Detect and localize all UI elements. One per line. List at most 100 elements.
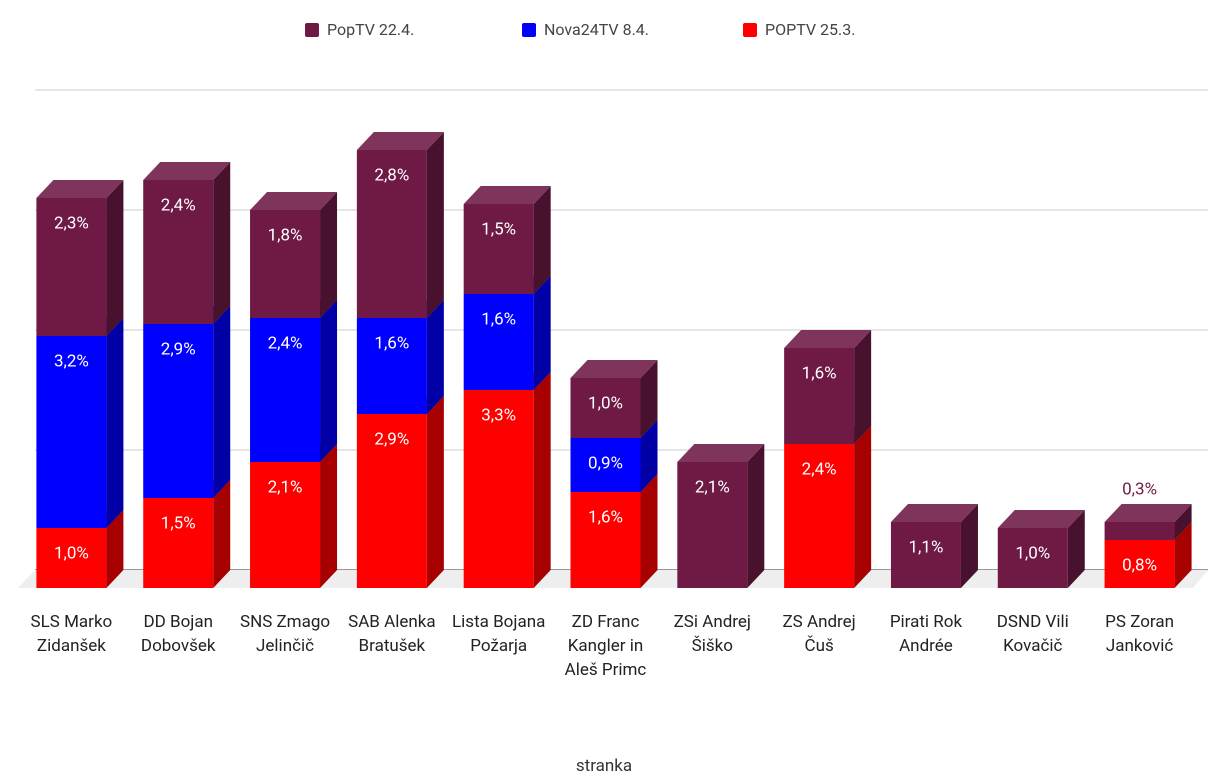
x-tick-label: DSND Vili Kovačič	[996, 612, 1069, 656]
data-label: 0,9%	[588, 453, 623, 473]
bar-face	[36, 336, 107, 528]
bar	[143, 306, 231, 498]
data-label: 2,3%	[54, 213, 89, 233]
data-label: 3,2%	[54, 351, 89, 371]
bar-face	[1174, 504, 1192, 540]
bar-face	[356, 414, 427, 588]
x-tick-label: PS Zoran Janković	[1105, 612, 1174, 656]
bar-face	[677, 462, 748, 588]
data-label: 1,5%	[481, 219, 516, 239]
data-label: 1,0%	[588, 393, 623, 413]
legend-label: POPTV 25.3.	[765, 20, 856, 39]
x-tick-label: ZSi Andrej Šiško	[673, 612, 751, 656]
data-label: 2,4%	[161, 195, 196, 215]
bar-face	[463, 204, 534, 294]
bar-face	[784, 330, 872, 348]
bar-face	[143, 324, 214, 498]
bar	[250, 300, 338, 462]
bar-face	[960, 504, 978, 588]
bar	[463, 372, 551, 588]
data-label: 0,8%	[1122, 555, 1157, 575]
bar-face	[356, 150, 427, 318]
bar-face	[570, 360, 658, 378]
legend-swatch	[522, 22, 536, 37]
bar-face	[143, 162, 231, 180]
x-tick-label: ZS Andrej Čuš	[782, 612, 856, 656]
data-label: 2,4%	[268, 333, 303, 353]
x-tick-label: SNS Zmago Jelinčič	[239, 612, 331, 656]
bar-face	[250, 462, 321, 588]
bar	[570, 360, 658, 438]
data-label: 1,6%	[588, 507, 623, 527]
bar-face	[36, 180, 124, 198]
data-label: 2,9%	[374, 429, 409, 449]
bar-face	[143, 180, 214, 324]
bar	[784, 426, 872, 588]
bar-face	[533, 186, 551, 294]
bar-face	[997, 528, 1068, 588]
bar-face	[570, 438, 641, 492]
bar	[356, 396, 444, 588]
bar-face	[320, 300, 338, 462]
legend-item: Nova24TV 8.4.	[522, 20, 649, 39]
x-axis-label: stranka	[575, 756, 633, 776]
x-tick-label: DD Bojan Dobovšek	[140, 612, 216, 656]
bar-face	[997, 510, 1085, 528]
bar	[143, 162, 231, 324]
data-label: 2,4%	[802, 459, 837, 479]
data-label: 1,1%	[909, 537, 944, 557]
data-label: 3,3%	[481, 405, 516, 425]
bar-face	[426, 300, 444, 414]
bar	[36, 318, 124, 528]
bar	[463, 186, 551, 294]
bar-face	[213, 162, 231, 324]
bar-face	[36, 528, 107, 588]
bar-face	[143, 498, 214, 588]
bar-face	[320, 444, 338, 588]
bar-face	[1104, 504, 1192, 522]
data-label: 1,6%	[481, 309, 516, 329]
bar-face	[356, 318, 427, 414]
bar-face	[463, 294, 534, 390]
data-label: 1,0%	[1015, 543, 1050, 563]
legend-item: PopTV 22.4.	[305, 20, 414, 39]
bar-face	[106, 180, 124, 336]
bar	[677, 444, 765, 588]
bar-face	[640, 360, 658, 438]
data-label: 1,5%	[161, 513, 196, 533]
bar-face	[426, 132, 444, 318]
bar-face	[784, 444, 855, 588]
x-tick-label: SLS Marko Zidanšek	[30, 612, 113, 656]
data-label: 1,8%	[268, 225, 303, 245]
bar-face	[890, 522, 961, 588]
bar-face	[426, 396, 444, 588]
bar-face	[533, 276, 551, 390]
bar-face	[570, 492, 641, 588]
bar	[1104, 504, 1192, 540]
bar-face	[640, 420, 658, 492]
bar	[250, 192, 338, 318]
bar	[250, 444, 338, 588]
bar	[784, 330, 872, 444]
bar	[356, 132, 444, 318]
bar-face	[250, 210, 321, 318]
bar-face	[1067, 510, 1085, 588]
bar-face	[463, 390, 534, 588]
bar-face	[250, 318, 321, 462]
data-label: 1,6%	[802, 363, 837, 383]
bar-face	[250, 192, 338, 210]
bar-face	[784, 348, 855, 444]
data-label: 0,3%	[1122, 479, 1157, 499]
x-tick-label: Pirati Rok Andrée	[889, 612, 963, 656]
x-tick-label: ZD Franc Kangler in Aleš Primc	[564, 612, 647, 680]
bar-face	[533, 372, 551, 588]
data-label: 2,8%	[374, 165, 409, 185]
legend-label: PopTV 22.4.	[327, 20, 415, 39]
bar-face	[213, 480, 231, 588]
bar	[36, 180, 124, 336]
bar-face	[356, 132, 444, 150]
bar-face	[854, 330, 872, 444]
bar-face	[1174, 522, 1192, 588]
